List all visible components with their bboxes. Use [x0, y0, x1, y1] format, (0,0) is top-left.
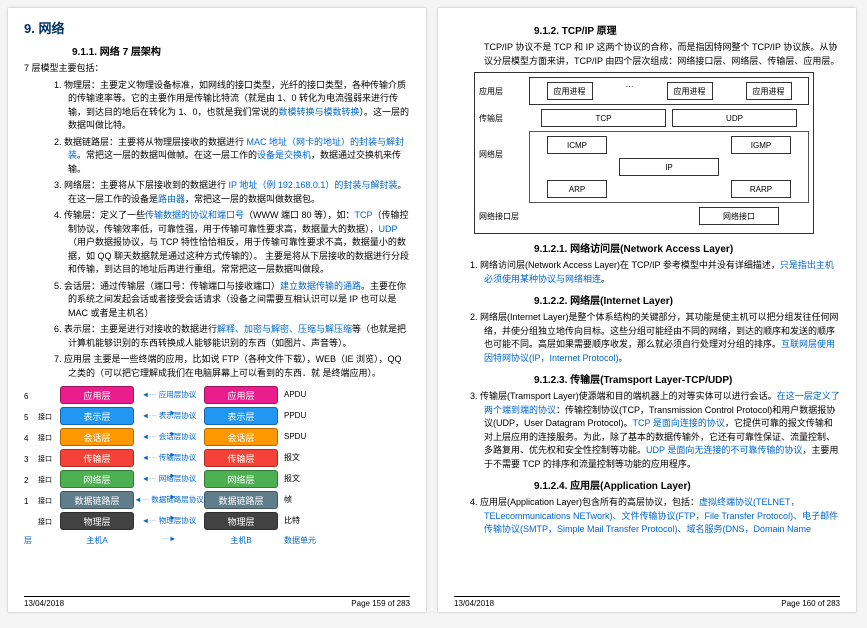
diagram-box: IP: [619, 158, 719, 176]
footer-pageno: Page 160 of 283: [781, 599, 840, 608]
osi-layer-box: 传输层: [60, 449, 134, 467]
diagram-label-link: 网络接口层: [479, 211, 529, 222]
osi-data-unit: 帧: [284, 491, 330, 509]
page-right: 9.1.2. TCP/IP 原理 TCP/IP 协议不是 TCP 和 IP 这两…: [438, 8, 856, 612]
osi-bottom-labels: 层 主机A 主机B 数据单元: [24, 535, 410, 546]
osi-protocol-arrow: ◄┄ 物理层协议 ┄►: [134, 512, 204, 530]
osi-layer-box: 网络层: [204, 470, 278, 488]
heading-911: 9.1.1. 网络 7 层架构: [72, 43, 410, 58]
list-item: 4. 应用层(Application Layer)包含所有的高层协议，包括：虚拟…: [470, 496, 840, 537]
diagram-box: 网络接口: [699, 207, 779, 225]
diagram-box: 应用进程: [667, 82, 713, 100]
osi-protocol-arrow: ◄┄ 表示层协议 ┄►: [134, 407, 204, 425]
list-item: 3. 网络层：主要将从下层接收到的数据进行 IP 地址（例 192.168.0.…: [54, 179, 410, 206]
tcpip-diagram: 应用层 应用进程 ··· 应用进程 应用进程 传输层 TCP UDP 网络层 I…: [474, 72, 814, 234]
page-footer: 13/04/2018 Page 160 of 283: [454, 596, 840, 608]
osi-row-numbers: 654321: [24, 386, 38, 533]
osi-layer-box: 应用层: [60, 386, 134, 404]
diagram-label-net: 网络层: [479, 131, 529, 203]
osi-layer-box: 数据链路层: [204, 491, 278, 509]
link-text: UDP 是面向无连接的不可靠传输的协议: [646, 445, 802, 455]
link-text: TCP: [355, 210, 373, 220]
osi-layer-box: 表示层: [60, 407, 134, 425]
link-text: 路由器: [158, 194, 185, 204]
osi-data-unit: SPDU: [284, 428, 330, 446]
footer-date: 13/04/2018: [24, 599, 64, 608]
heading-9123: 9.1.2.3. 传输层(Tramsport Layer-TCP/UDP): [534, 371, 840, 386]
osi-layer-box: 会话层: [60, 428, 134, 446]
osi-protocol-arrow: ◄┄ 数据链路层协议 ┄►: [134, 491, 204, 509]
footer-date: 13/04/2018: [454, 599, 494, 608]
diagram-box: IGMP: [731, 136, 791, 154]
list-item: 2. 网络层(Internet Layer)是整个体系结构的关键部分，其功能是使…: [470, 311, 840, 365]
list-item: 3. 传输层(Tramsport Layer)使源端和目的端机器上的对等实体可以…: [470, 390, 840, 471]
list-item: 2. 数据链路层：主要将从物理层接收的数据进行 MAC 地址（网卡的地址）的封装…: [54, 136, 410, 177]
diagram-box: RARP: [731, 180, 791, 198]
osi-data-unit: PPDU: [284, 407, 330, 425]
link-text: 传输数据的协议和端口号: [145, 210, 244, 220]
diagram-box: 应用进程: [547, 82, 593, 100]
diagram-box: 应用进程: [746, 82, 792, 100]
osi-layer-box: 会话层: [204, 428, 278, 446]
diagram-box: UDP: [672, 109, 797, 127]
heading-912: 9.1.2. TCP/IP 原理: [534, 22, 840, 37]
link-text: UDP: [379, 224, 398, 234]
osi-layer-box: 物理层: [60, 512, 134, 530]
link-text: 设备是交换机: [257, 150, 311, 160]
osi-layer-box: 应用层: [204, 386, 278, 404]
osi-layer-box: 物理层: [204, 512, 278, 530]
link-text: 建立数据传输的通路: [280, 281, 361, 291]
diagram-box: ARP: [547, 180, 607, 198]
osi-data-unit: 报文: [284, 449, 330, 467]
list-item: 1. 物理层：主要定义物理设备标准，如网线的接口类型，光纤的接口类型，各种传输介…: [54, 79, 410, 133]
page-footer: 13/04/2018 Page 159 of 283: [24, 596, 410, 608]
osi-layer-box: 传输层: [204, 449, 278, 467]
diagram-box: TCP: [541, 109, 666, 127]
osi-diagram: 654321 接口接口接口接口接口接口 应用层表示层会话层传输层网络层数据链路层…: [24, 386, 410, 533]
osi-layer-box: 网络层: [60, 470, 134, 488]
osi-protocol-arrow: ◄┄ 应用层协议 ┄►: [134, 386, 204, 404]
heading-9122: 9.1.2.2. 网络层(Internet Layer): [534, 292, 840, 307]
tcpip-intro: TCP/IP 协议不是 TCP 和 IP 这两个协议的合称，而是指因特网整个 T…: [484, 41, 840, 68]
heading-9124: 9.1.2.4. 应用层(Application Layer): [534, 477, 840, 492]
link-text: TCP 是面向连接的协议: [633, 418, 725, 428]
osi-host-a: 应用层表示层会话层传输层网络层数据链路层物理层: [60, 386, 134, 533]
link-text: IP 地址（例 192.168.0.1）的封装与解封装: [229, 180, 398, 190]
diagram-label-app: 应用层: [479, 86, 529, 97]
list-item: 1. 网络访问层(Network Access Layer)在 TCP/IP 参…: [470, 259, 840, 286]
link-text: 数模转换与模数转换: [279, 107, 360, 117]
osi-layer-box: 表示层: [204, 407, 278, 425]
osi-protocol-arrow: ◄┄ 网络层协议 ┄►: [134, 470, 204, 488]
diagram-label-trans: 传输层: [479, 113, 529, 124]
osi-interface-labels: 接口接口接口接口接口接口: [38, 386, 60, 533]
section-title: 9. 网络: [24, 18, 410, 37]
list-item: 7. 应用层 主要是一些终端的应用，比如说 FTP（各种文件下载），WEB（IE…: [54, 353, 410, 380]
osi-host-b: 应用层表示层会话层传输层网络层数据链路层物理层: [204, 386, 278, 533]
osi-data-units: APDUPPDUSPDU报文报文帧比特: [278, 386, 330, 533]
list-item: 4. 传输层：定义了一些传输数据的协议和端口号（WWW 端口 80 等），如：T…: [54, 209, 410, 277]
osi-data-unit: APDU: [284, 386, 330, 404]
osi-protocol-arrow: ◄┄ 会话层协议 ┄►: [134, 428, 204, 446]
link-text: 解释、加密与解密、压缩与解压缩: [217, 324, 352, 334]
diagram-box: ICMP: [547, 136, 607, 154]
osi-data-unit: 比特: [284, 512, 330, 530]
osi-protocol-labels: ◄┄ 应用层协议 ┄► ◄┄ 表示层协议 ┄► ◄┄ 会话层协议 ┄► ◄┄ 传输层协…: [134, 386, 204, 533]
osi-layer-box: 数据链路层: [60, 491, 134, 509]
intro-text: 7 层模型主要包括：: [24, 62, 410, 76]
page-left: 9. 网络 9.1.1. 网络 7 层架构 7 层模型主要包括： 1. 物理层：…: [8, 8, 426, 612]
heading-9121: 9.1.2.1. 网络访问层(Network Access Layer): [534, 240, 840, 255]
osi-protocol-arrow: ◄┄ 传输层协议 ┄►: [134, 449, 204, 467]
list-item: 6. 表示层：主要是进行对接收的数据进行解释、加密与解密、压缩与解压缩等（也就是…: [54, 323, 410, 350]
list-item: 5. 会话层：通过传输层（端口号：传输端口与接收端口）建立数据传输的通路。主要在…: [54, 280, 410, 321]
footer-pageno: Page 159 of 283: [351, 599, 410, 608]
osi-data-unit: 报文: [284, 470, 330, 488]
